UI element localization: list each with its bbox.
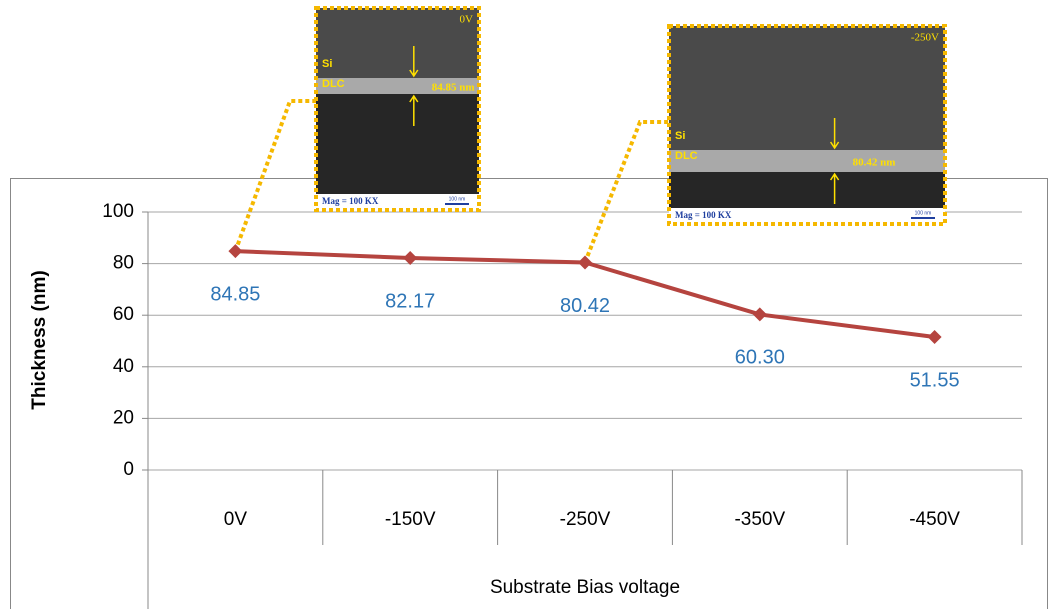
inset-measurement: 84.85 nm xyxy=(432,82,475,94)
x-tick-label: -250V xyxy=(560,509,611,530)
inset-layer: DLC xyxy=(675,150,698,162)
data-marker xyxy=(927,330,942,345)
y-tick-label: 60 xyxy=(113,304,134,325)
inset-film xyxy=(316,78,479,94)
chart-frame xyxy=(10,178,1048,609)
inset-top xyxy=(669,26,945,150)
y-tick-label: 40 xyxy=(113,356,134,377)
inset-film xyxy=(669,150,945,172)
inset-connector xyxy=(583,120,669,264)
inset-label: -250V xyxy=(911,32,939,44)
inset-magnification: Mag = 100 KX xyxy=(675,210,732,220)
inset-bottom xyxy=(316,94,479,194)
data-marker xyxy=(752,307,767,322)
inset-border xyxy=(667,24,947,226)
data-marker xyxy=(228,244,243,259)
data-label: 51.55 xyxy=(910,369,960,391)
y-axis-title: Thickness (nm) xyxy=(29,270,50,409)
inset-layer: Si xyxy=(322,58,332,70)
inset-label: 0V xyxy=(460,14,474,26)
data-marker xyxy=(403,251,418,266)
sem-inset: 0V Si DLC 84.85 nm Mag = 100 KX 100 nm xyxy=(314,6,481,212)
data-label: 82.17 xyxy=(385,290,435,312)
inset-layer: Si xyxy=(675,130,685,142)
data-label: 60.30 xyxy=(735,347,785,369)
inset-scale-label: 100 nm xyxy=(449,196,466,202)
data-label: 80.42 xyxy=(560,295,610,317)
x-tick-label: -450V xyxy=(909,509,960,530)
inset-magnification: Mag = 100 KX xyxy=(322,196,379,206)
data-marker xyxy=(578,255,592,270)
inset-footer xyxy=(316,194,479,210)
inset-scale-label: 100 nm xyxy=(915,210,932,216)
x-tick-label: -150V xyxy=(385,509,436,530)
y-tick-label: 80 xyxy=(113,253,134,274)
inset-layer: DLC xyxy=(322,78,345,90)
inset-footer xyxy=(669,208,945,224)
inset-measurement: 80.42 nm xyxy=(853,157,896,169)
x-tick-label: 0V xyxy=(224,509,248,530)
inset-arrow xyxy=(829,118,840,204)
y-tick-label: 0 xyxy=(123,459,134,480)
y-tick-label: 100 xyxy=(102,201,134,222)
inset-top xyxy=(316,8,479,78)
x-tick-label: -350V xyxy=(734,509,785,530)
inset-arrow xyxy=(409,46,419,126)
x-axis-title: Substrate Bias voltage xyxy=(490,577,680,598)
inset-bottom xyxy=(669,172,945,208)
sem-inset: -250V Si DLC 80.42 nm Mag = 100 KX 100 nm xyxy=(667,24,947,226)
y-tick-label: 20 xyxy=(113,407,134,428)
inset-connector xyxy=(233,99,316,252)
data-label: 84.85 xyxy=(210,283,260,305)
